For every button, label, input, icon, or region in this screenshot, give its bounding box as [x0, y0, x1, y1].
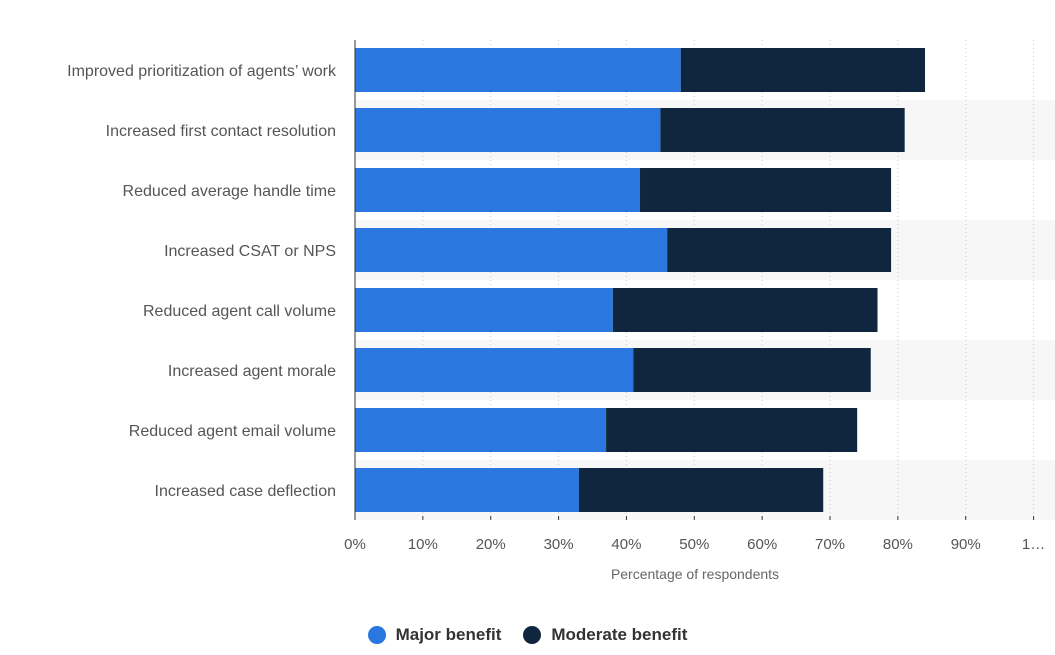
bar-moderate[interactable] — [667, 228, 892, 272]
x-tick-label: 10% — [408, 536, 438, 553]
bar-moderate[interactable] — [660, 108, 905, 152]
bar-moderate[interactable] — [680, 48, 926, 92]
legend: Major benefit Moderate benefit — [0, 625, 1055, 645]
category-label: Increased case deflection — [155, 483, 336, 500]
category-label: Increased first contact resolution — [106, 123, 336, 140]
bar-major[interactable] — [355, 228, 668, 272]
category-label: Reduced agent email volume — [129, 423, 336, 440]
legend-item-moderate-benefit[interactable]: Moderate benefit — [523, 625, 687, 645]
bars — [355, 48, 926, 512]
bar-moderate[interactable] — [640, 168, 892, 212]
x-tick-label: 60% — [747, 536, 777, 553]
x-tick-label: 30% — [544, 536, 574, 553]
bar-major[interactable] — [355, 288, 613, 332]
bar-major[interactable] — [355, 168, 641, 212]
x-tick-label: 0% — [344, 536, 366, 553]
x-tick-labels: 0% 10% 20% 30% 40% 50% 60% 70% 80% 90% 1… — [344, 536, 1045, 553]
x-axis-title: Percentage of respondents — [611, 566, 779, 582]
x-tick-label: 90% — [951, 536, 981, 553]
category-label: Reduced agent call volume — [143, 303, 336, 320]
bar-moderate[interactable] — [612, 288, 878, 332]
x-tick-label: 1… — [1022, 536, 1045, 553]
category-labels: Improved prioritization of agents’ work I… — [67, 63, 337, 500]
legend-item-major-benefit[interactable]: Major benefit — [367, 625, 502, 645]
x-tick-label: 80% — [883, 536, 913, 553]
x-tick-label: 70% — [815, 536, 845, 553]
category-label: Improved prioritization of agents’ work — [67, 63, 337, 80]
category-label: Increased CSAT or NPS — [164, 243, 336, 260]
x-tick-label: 20% — [476, 536, 506, 553]
chart: Improved prioritization of agents’ work I… — [67, 40, 1046, 582]
bar-moderate[interactable] — [606, 408, 858, 452]
category-label: Increased agent morale — [168, 363, 336, 380]
bar-moderate[interactable] — [578, 468, 824, 512]
bar-major[interactable] — [355, 348, 634, 392]
x-tick-label: 50% — [679, 536, 709, 553]
bar-major[interactable] — [355, 408, 607, 452]
legend-label-moderate-benefit: Moderate benefit — [551, 625, 688, 644]
legend-marker-major-benefit — [367, 626, 386, 644]
category-label: Reduced average handle time — [123, 183, 337, 200]
bar-major[interactable] — [355, 468, 579, 512]
legend-label-major-benefit: Major benefit — [395, 625, 502, 644]
legend-marker-moderate-benefit — [523, 626, 542, 644]
x-tick-label: 40% — [611, 536, 641, 553]
bar-major[interactable] — [355, 48, 681, 92]
bar-major[interactable] — [355, 108, 661, 152]
bar-moderate[interactable] — [633, 348, 871, 392]
